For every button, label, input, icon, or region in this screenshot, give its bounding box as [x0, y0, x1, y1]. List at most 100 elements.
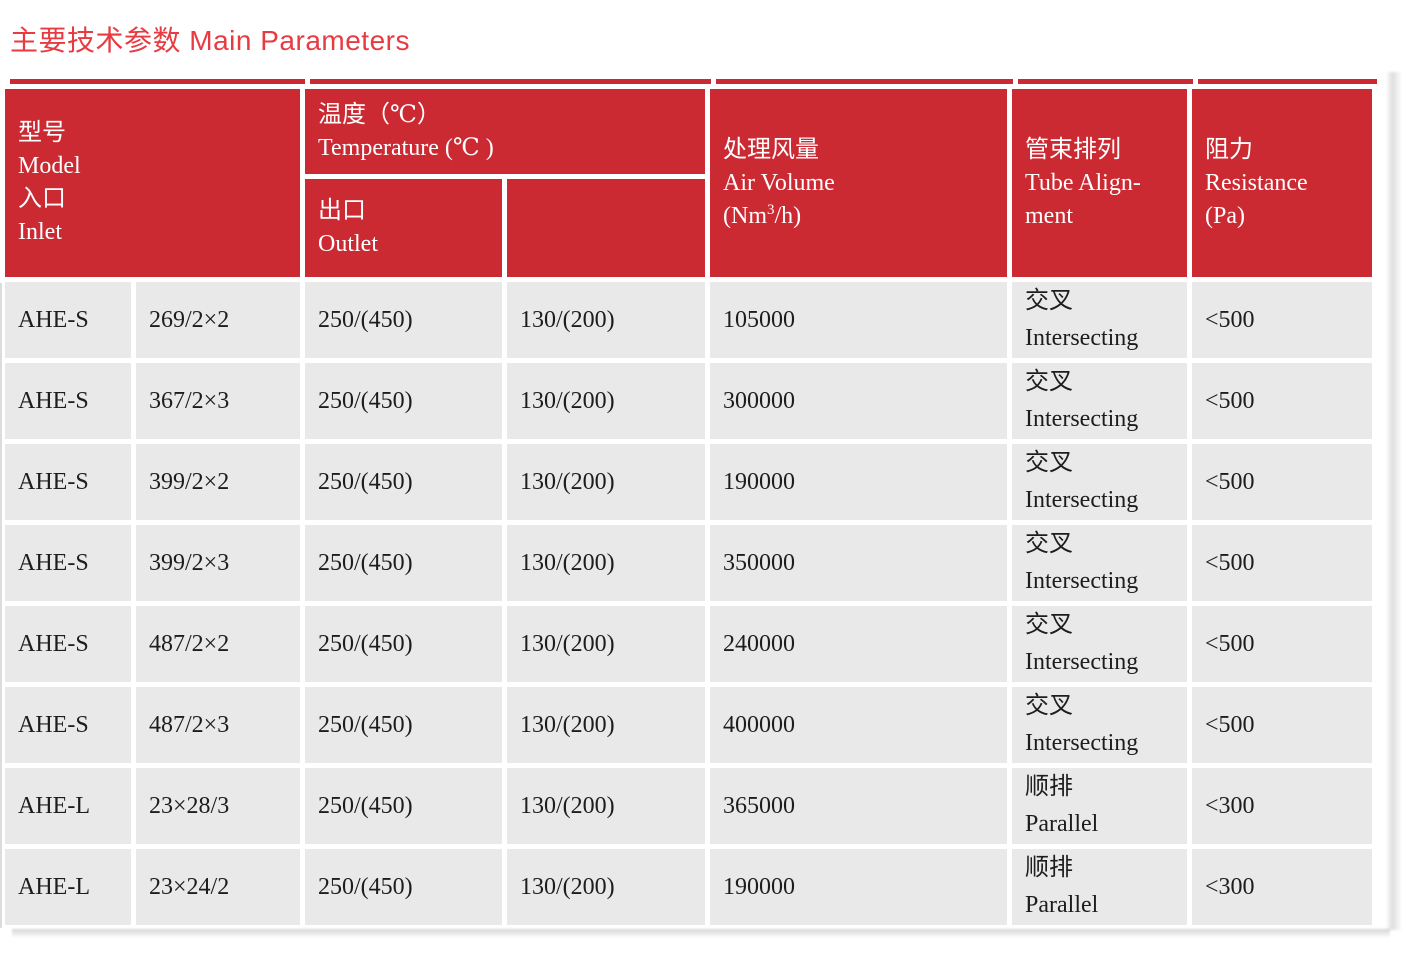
cell-tube-alignment: 交叉 Intersecting [1012, 687, 1188, 763]
cell-model: AHE-S [5, 282, 131, 358]
alignment-en: Intersecting [1025, 730, 1139, 756]
alignment-en: Intersecting [1025, 568, 1139, 594]
cell-outlet-temp: 250/(450) [305, 444, 503, 520]
header-resistance: 阻力 Resistance (Pa) [1192, 89, 1373, 277]
cell-model: AHE-S [5, 444, 131, 520]
cell-size: 269/2×2 [136, 282, 301, 358]
cell-air-volume: 350000 [710, 525, 1008, 601]
air-volume-unit: (Nm3/h) [723, 201, 802, 229]
cell-tube-alignment: 交叉 Intersecting [1012, 444, 1188, 520]
alignment-zh: 顺排 [1025, 855, 1074, 881]
cell-tube-alignment: 顺排 Parallel [1012, 768, 1188, 844]
cell-temp-2: 130/(200) [507, 849, 706, 925]
cell-model: AHE-L [5, 849, 131, 925]
page-right-shadow [1386, 72, 1402, 930]
cell-temp-2: 130/(200) [507, 282, 706, 358]
header-temperature-sub2 [507, 179, 706, 277]
cell-tube-alignment: 交叉 Intersecting [1012, 525, 1188, 601]
cell-size: 23×24/2 [136, 849, 301, 925]
cell-model: AHE-S [5, 606, 131, 682]
page-title: 主要技术参数 Main Parameters [10, 25, 410, 56]
cell-outlet-temp: 250/(450) [305, 687, 503, 763]
header-temperature: 温度（℃） Temperature (℃ ) [305, 89, 706, 174]
cell-tube-alignment: 交叉 Intersecting [1012, 606, 1188, 682]
cell-outlet-temp: 250/(450) [305, 525, 503, 601]
cell-size: 23×28/3 [136, 768, 301, 844]
alignment-en: Intersecting [1025, 406, 1139, 432]
cell-model: AHE-L [5, 768, 131, 844]
cell-size: 399/2×3 [136, 525, 301, 601]
cell-air-volume: 365000 [710, 768, 1008, 844]
top-edge-segment [10, 79, 305, 84]
cell-outlet-temp: 250/(450) [305, 363, 503, 439]
cell-size: 367/2×3 [136, 363, 301, 439]
cell-resistance: <500 [1192, 444, 1373, 520]
alignment-zh: 交叉 [1025, 693, 1074, 719]
page-left-edge [0, 283, 2, 928]
page-bottom-shadow [12, 929, 1390, 938]
alignment-zh: 交叉 [1025, 531, 1074, 557]
cell-resistance: <500 [1192, 606, 1373, 682]
cell-temp-2: 130/(200) [507, 687, 706, 763]
cell-temp-2: 130/(200) [507, 444, 706, 520]
header-tube-alignment: 管束排列 Tube Align- ment [1012, 89, 1188, 277]
cell-outlet-temp: 250/(450) [305, 768, 503, 844]
cell-resistance: <300 [1192, 849, 1373, 925]
alignment-en: Parallel [1025, 892, 1099, 918]
alignment-zh: 交叉 [1025, 369, 1074, 395]
cell-air-volume: 240000 [710, 606, 1008, 682]
cell-model: AHE-S [5, 687, 131, 763]
cell-size: 399/2×2 [136, 444, 301, 520]
alignment-zh: 顺排 [1025, 774, 1074, 800]
table-row: AHE-S 487/2×3 250/(450) 130/(200) 400000… [5, 687, 1373, 763]
cell-outlet-temp: 250/(450) [305, 282, 503, 358]
top-edge-segment [310, 79, 711, 84]
cell-outlet-temp: 250/(450) [305, 606, 503, 682]
alignment-en: Intersecting [1025, 325, 1139, 351]
cell-temp-2: 130/(200) [507, 363, 706, 439]
table-top-edge [10, 79, 1377, 84]
top-edge-segment [1018, 79, 1193, 84]
cell-resistance: <300 [1192, 768, 1373, 844]
alignment-en: Parallel [1025, 811, 1099, 837]
table-row: AHE-S 269/2×2 250/(450) 130/(200) 105000… [5, 282, 1373, 358]
alignment-en: Intersecting [1025, 649, 1139, 675]
table-body: AHE-S 269/2×2 250/(450) 130/(200) 105000… [5, 282, 1373, 925]
cell-air-volume: 400000 [710, 687, 1008, 763]
cell-temp-2: 130/(200) [507, 606, 706, 682]
cell-resistance: <500 [1192, 282, 1373, 358]
cell-air-volume: 300000 [710, 363, 1008, 439]
cell-air-volume: 190000 [710, 444, 1008, 520]
main-parameters-table: 型号 Model 入口 Inlet 温度（℃） Temperature (℃ )… [0, 84, 1377, 930]
header-air-volume: 处理风量 Air Volume (Nm3/h) [710, 89, 1008, 277]
cell-size: 487/2×2 [136, 606, 301, 682]
cell-size: 487/2×3 [136, 687, 301, 763]
table-row: AHE-L 23×24/2 250/(450) 130/(200) 190000… [5, 849, 1373, 925]
table-row: AHE-S 487/2×2 250/(450) 130/(200) 240000… [5, 606, 1373, 682]
table-row: AHE-L 23×28/3 250/(450) 130/(200) 365000… [5, 768, 1373, 844]
cell-resistance: <500 [1192, 687, 1373, 763]
header-model-inlet: 型号 Model 入口 Inlet [5, 89, 301, 277]
cell-temp-2: 130/(200) [507, 525, 706, 601]
table-row: AHE-S 367/2×3 250/(450) 130/(200) 300000… [5, 363, 1373, 439]
top-edge-segment [1198, 79, 1377, 84]
header-outlet: 出口 Outlet [305, 179, 503, 277]
cell-temp-2: 130/(200) [507, 768, 706, 844]
alignment-en: Intersecting [1025, 487, 1139, 513]
cell-tube-alignment: 顺排 Parallel [1012, 849, 1188, 925]
alignment-zh: 交叉 [1025, 612, 1074, 638]
alignment-zh: 交叉 [1025, 450, 1074, 476]
table-row: AHE-S 399/2×3 250/(450) 130/(200) 350000… [5, 525, 1373, 601]
cell-air-volume: 190000 [710, 849, 1008, 925]
cell-resistance: <500 [1192, 525, 1373, 601]
top-edge-segment [716, 79, 1013, 84]
cell-tube-alignment: 交叉 Intersecting [1012, 282, 1188, 358]
alignment-zh: 交叉 [1025, 288, 1074, 314]
cell-outlet-temp: 250/(450) [305, 849, 503, 925]
cell-model: AHE-S [5, 363, 131, 439]
table-row: AHE-S 399/2×2 250/(450) 130/(200) 190000… [5, 444, 1373, 520]
cell-air-volume: 105000 [710, 282, 1008, 358]
cell-tube-alignment: 交叉 Intersecting [1012, 363, 1188, 439]
cell-model: AHE-S [5, 525, 131, 601]
cell-resistance: <500 [1192, 363, 1373, 439]
